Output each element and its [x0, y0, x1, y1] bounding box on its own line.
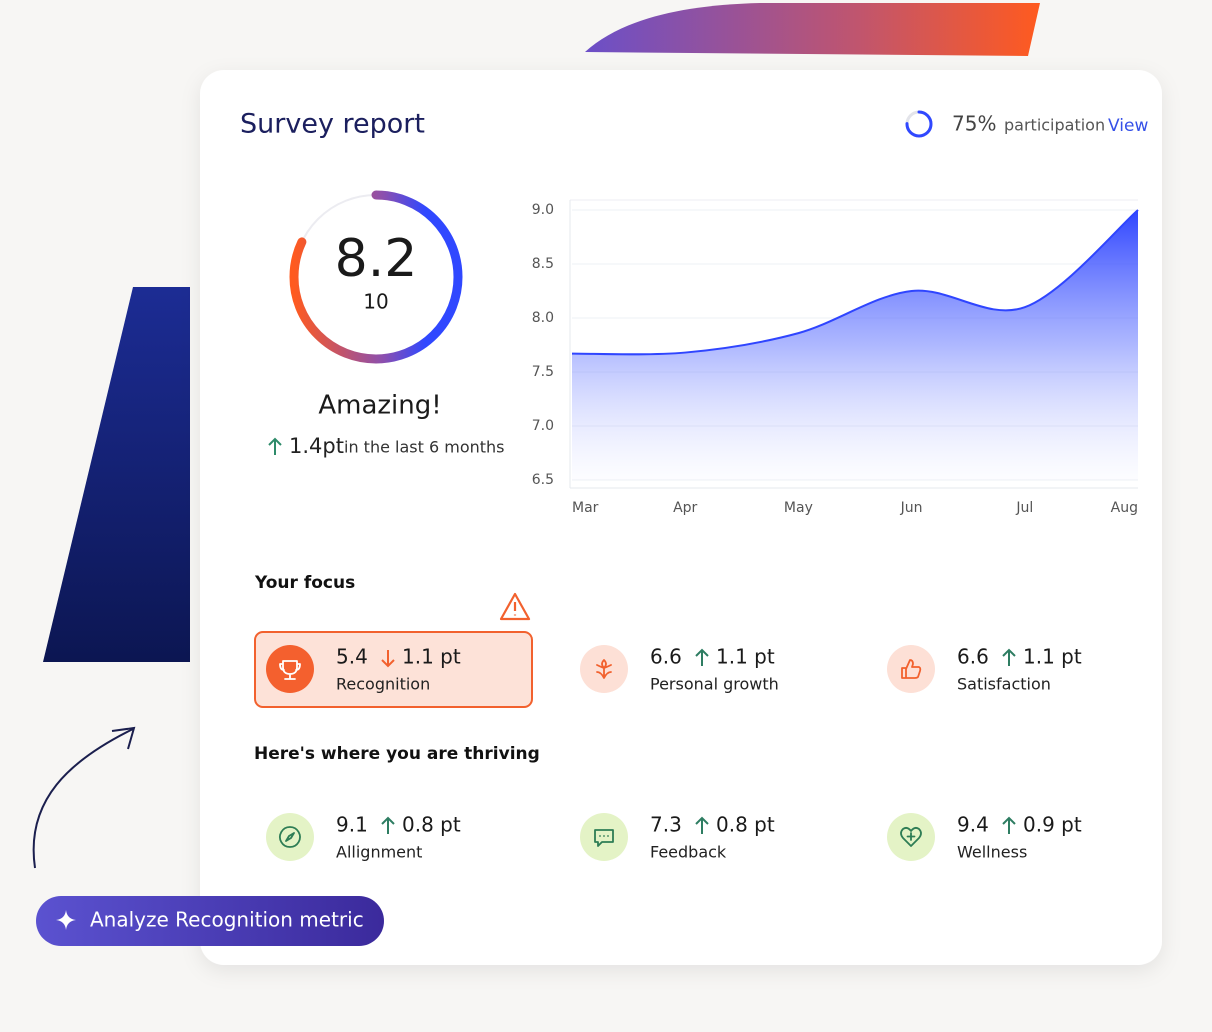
participation-text: participation: [1004, 116, 1105, 135]
metric-icon-bg: [266, 813, 314, 861]
participation-value: 75%: [952, 112, 996, 136]
metric-icon-bg: [580, 813, 628, 861]
y-tick-label: 8.5: [532, 256, 554, 272]
y-tick-label: 8.0: [532, 310, 554, 326]
gauge-score: 8.2: [335, 229, 418, 289]
card-title: Survey report: [240, 109, 425, 140]
gauge-rating: Amazing!: [318, 391, 441, 421]
area: [572, 210, 1138, 480]
metric-score: 7.3: [650, 813, 682, 837]
metric-icon: [279, 660, 301, 680]
metric-label: Allignment: [336, 843, 422, 862]
metric-change: 0.8 pt: [402, 813, 461, 837]
view-link[interactable]: View: [1108, 116, 1148, 136]
up-arrow: [695, 816, 709, 834]
area-line: [571, 209, 1139, 356]
analyze-button[interactable]: [36, 896, 384, 946]
metric-icon: [279, 826, 301, 848]
x-tick-label: Apr: [673, 500, 697, 516]
x-tick-label: Jul: [1015, 500, 1033, 516]
x-tick-label: Jun: [900, 500, 923, 516]
metric-icon: [901, 659, 922, 679]
metric-score: 9.1: [336, 813, 368, 837]
section-title: Here's where you are thriving: [254, 744, 540, 764]
warning-icon: [499, 592, 531, 621]
participation-ring: [905, 110, 933, 138]
metric-icon-bg: [887, 645, 935, 693]
metric-label: Wellness: [957, 843, 1027, 862]
focus-card-alert: [254, 631, 533, 708]
metric-score: 6.6: [957, 645, 989, 669]
metric-score: 6.6: [650, 645, 682, 669]
metric-change: 0.9 pt: [1023, 813, 1082, 837]
y-tick-label: 7.0: [532, 418, 554, 434]
decor-arrow: [32, 728, 134, 869]
up-arrow: [268, 437, 282, 455]
metric-score: 5.4: [336, 645, 368, 669]
section-title: Your focus: [254, 573, 355, 593]
metric-label: Personal growth: [650, 675, 779, 694]
gauge-max: 10: [363, 290, 388, 314]
down-arrow: [381, 650, 395, 668]
x-tick-label: Aug: [1111, 500, 1138, 516]
sparkle-icon: [56, 910, 76, 930]
metric-change: 1.1 pt: [402, 645, 461, 669]
up-arrow: [381, 816, 395, 834]
metric-icon: [596, 659, 612, 679]
metric-change: 1.1 pt: [716, 645, 775, 669]
metric-change: 1.1 pt: [1023, 645, 1082, 669]
metric-score: 9.4: [957, 813, 989, 837]
metric-icon-bg: [266, 645, 314, 693]
metric-label: Recognition: [336, 675, 430, 694]
up-arrow: [695, 648, 709, 666]
decor-shape: [585, 3, 1040, 56]
up-arrow: [1002, 648, 1016, 666]
x-tick-label: Mar: [572, 500, 599, 516]
metric-label: Satisfaction: [957, 675, 1051, 694]
gauge-period: in the last 6 months: [344, 438, 505, 457]
x-tick-label: May: [784, 500, 813, 516]
metric-change: 0.8 pt: [716, 813, 775, 837]
up-arrow: [1002, 816, 1016, 834]
decor-arrow-head: [111, 726, 136, 750]
y-tick-label: 9.0: [532, 202, 554, 218]
y-tick-label: 6.5: [532, 472, 554, 488]
metric-icon: [900, 826, 922, 847]
metric-icon: [594, 829, 614, 847]
analyze-button-label[interactable]: Analyze Recognition metric: [90, 908, 364, 932]
decor-shape: [43, 287, 190, 662]
metric-label: Feedback: [650, 843, 727, 862]
y-tick-label: 7.5: [532, 364, 554, 380]
gauge-ring: [289, 190, 463, 364]
gauge-change: 1.4pt: [289, 434, 344, 458]
